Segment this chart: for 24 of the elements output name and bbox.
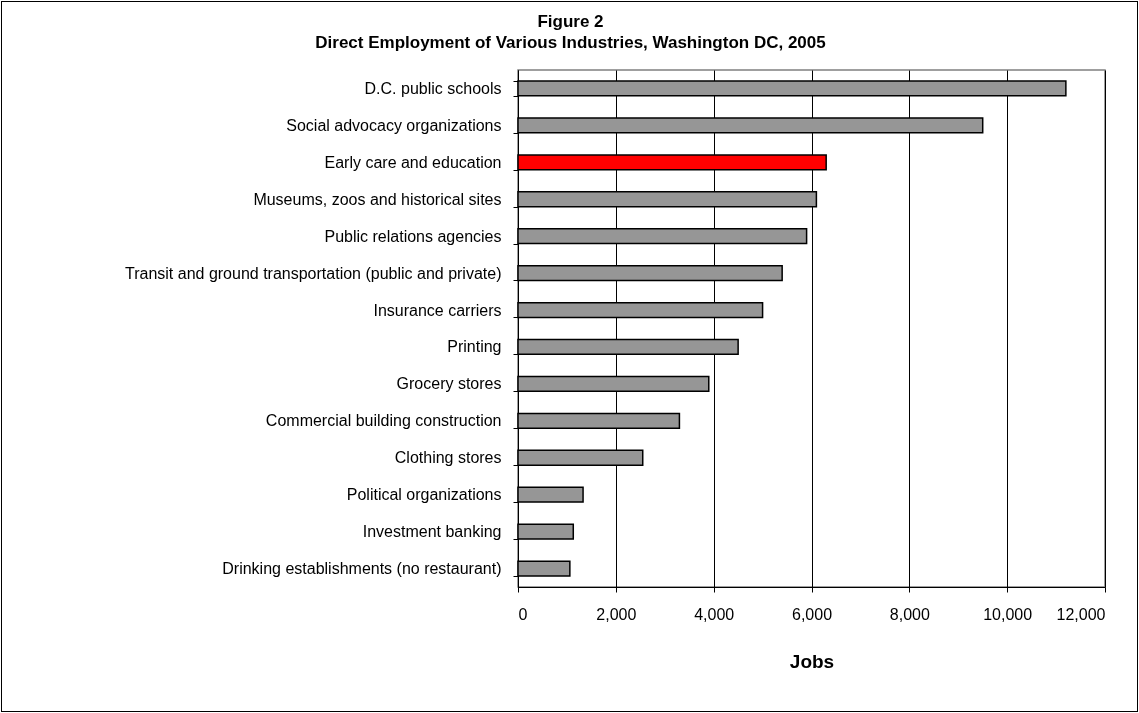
y-tick-label: Grocery stores bbox=[396, 375, 502, 393]
x-axis-title: Jobs bbox=[789, 650, 835, 672]
x-tick-label: 8,000 bbox=[889, 605, 930, 623]
y-tick-label: Clothing stores bbox=[394, 449, 502, 467]
y-tick-label: Printing bbox=[447, 338, 502, 356]
y-tick-label: Political organizations bbox=[346, 486, 502, 504]
y-tick-label: D.C. public schools bbox=[364, 79, 502, 97]
y-tick-label: Museums, zoos and historical sites bbox=[253, 190, 502, 208]
y-tick-label: Drinking establishments (no restaurant) bbox=[222, 560, 502, 578]
y-tick-label: Public relations agencies bbox=[324, 227, 502, 245]
x-tick-label: 10,000 bbox=[983, 605, 1033, 623]
chart-title: Figure 2 bbox=[537, 12, 604, 31]
y-tick-label: Commercial building construction bbox=[265, 412, 502, 430]
y-tick-label: Investment banking bbox=[362, 523, 502, 541]
y-tick-label: Insurance carriers bbox=[373, 301, 502, 319]
x-tick-label: 6,000 bbox=[791, 605, 833, 623]
x-tick-label: 4,000 bbox=[694, 605, 735, 623]
x-tick-label: 0 bbox=[518, 605, 528, 623]
y-tick-label: Early care and education bbox=[324, 153, 502, 171]
y-tick-label: Transit and ground transportation (public and private) bbox=[124, 264, 502, 282]
x-tick-label: 12,000 bbox=[1056, 605, 1106, 623]
y-tick-label: Social advocacy organizations bbox=[286, 116, 502, 134]
x-tick-label: 2,000 bbox=[596, 605, 637, 623]
chart-subtitle: Direct Employment of Various Industries, Washington DC, 2005 bbox=[315, 33, 826, 52]
